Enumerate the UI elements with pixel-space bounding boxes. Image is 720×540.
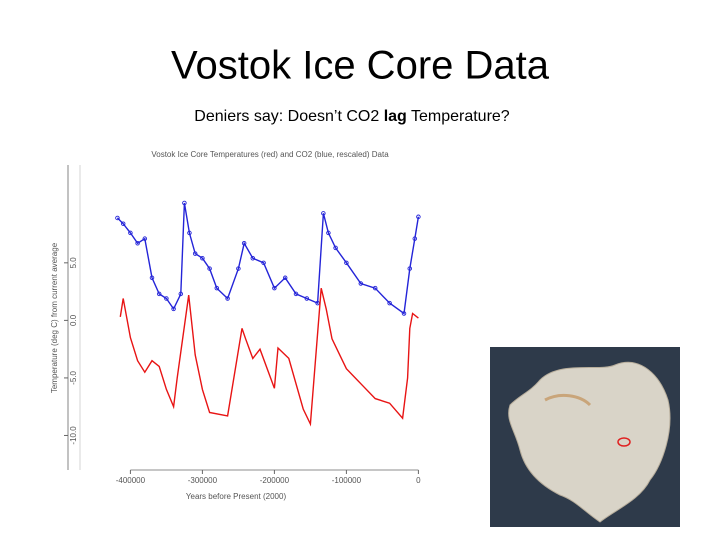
series-point [156,291,162,297]
x-tick-label: -100000 [332,476,362,485]
y-axis-label: Temperature (deg C) from current average [50,242,59,393]
series-point [372,285,378,291]
series-point [412,236,418,241]
series-point [149,275,155,281]
slide-title: Vostok Ice Core Data [171,44,550,88]
series-point [261,260,266,266]
map-landmass [508,361,671,523]
series-point [207,266,212,271]
series-line [116,202,420,315]
series-point [272,285,277,291]
series-point [182,200,187,206]
series-point [192,251,198,256]
antarctica-map [490,347,680,527]
y-tick-label: -5.0 [69,370,78,384]
series-point [250,255,256,261]
series-point [326,230,331,236]
series-point [128,230,133,236]
series-point [142,236,148,241]
series-point [293,291,299,297]
series-point [344,260,349,266]
slide-subtitle: Deniers say: Doesn’t CO2 lag Temperature… [194,108,510,125]
subtitle-text: Deniers say: Doesn’t CO2 [194,108,383,125]
x-axis-label: Years before Present (2000) [186,492,287,501]
series-point [358,281,364,286]
series-point [135,241,140,246]
series-point [187,230,192,236]
series-point [304,296,310,301]
series-point [321,211,326,216]
series-point [178,291,184,297]
series-point [282,275,288,281]
series-line [119,288,419,427]
series-point [401,311,407,316]
series-point [241,241,247,246]
subtitle-bold: lag [384,108,407,125]
x-tick-label: 0 [416,476,421,485]
y-tick-label: -10.0 [69,426,78,445]
series-point [115,215,120,221]
y-tick-label: 0.0 [69,314,78,326]
x-tick-label: -200000 [260,476,290,485]
x-tick-label: -400000 [116,476,146,485]
subtitle-text: Temperature? [407,108,510,125]
map-detail [544,393,592,407]
x-tick-label: -300000 [188,476,218,485]
series-point [387,300,392,306]
chart-title: Vostok Ice Core Temperatures (red) and C… [151,150,389,159]
series-point [214,285,220,291]
series-point [236,266,241,271]
series-point [171,306,176,312]
series-point [225,296,230,301]
vostok-marker [617,437,631,447]
y-tick-label: 5.0 [69,257,78,269]
series-point [120,221,126,226]
series-point [200,255,205,261]
series-point [416,214,421,220]
series-point [164,296,169,301]
series-point [407,266,413,271]
series-point [333,245,338,251]
